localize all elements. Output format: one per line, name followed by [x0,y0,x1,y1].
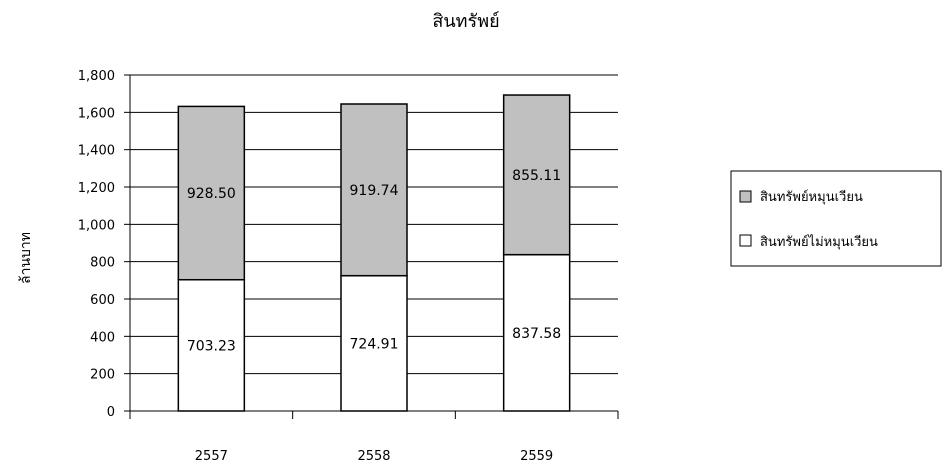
y-axis-label: ล้านบาท [18,232,34,284]
chart-title: สินทรัพย์ [432,11,499,32]
legend-box [730,170,942,267]
bar-segment [502,94,571,256]
bar-segment [340,103,408,277]
y-tick-label: 600 [90,293,115,308]
legend-swatch-current-assets [739,190,752,203]
data-label: 837.58 [512,326,561,342]
axes [124,74,619,419]
y-tick-label: 200 [90,368,115,383]
data-label: 855.11 [512,168,561,184]
data-label: 703.23 [187,338,236,354]
y-tick-label: 400 [90,330,115,345]
data-label: 724.91 [350,336,399,352]
y-tick-label: 1,800 [78,69,115,84]
legend: สินทรัพย์หมุนเวียน สินทรัพย์ไม่หมุนเวียน [730,170,942,267]
legend-swatch-non-current-assets [739,234,752,247]
x-tick-label: 2558 [357,449,390,464]
bars: 703.23 928.50 724.91 919.74 837.58 855.11 [177,94,571,412]
y-tick-label: 1,200 [78,181,115,196]
bar-segment [177,278,246,412]
x-tick-label: 2559 [520,449,553,464]
y-tick-label: 800 [90,256,115,271]
x-tick-label: 2557 [195,449,228,464]
legend-label-non-current-assets: สินทรัพย์ไม่หมุนเวียน [760,234,878,250]
y-tick-label: 1,600 [78,106,115,121]
legend-label-current-assets: สินทรัพย์หมุนเวียน [760,189,863,205]
x-tick-labels: 2557 2558 2559 [195,449,553,464]
data-label: 919.74 [350,183,399,199]
y-tick-label: 0 [107,405,115,420]
y-tick-label: 1,000 [78,218,115,233]
y-tick-labels: 0 200 400 600 800 1,000 1,200 1,400 1,600 1,800 [78,69,115,420]
data-label: 928.50 [187,186,236,202]
bar-segment [177,105,246,281]
y-tick-label: 1,400 [78,144,115,159]
